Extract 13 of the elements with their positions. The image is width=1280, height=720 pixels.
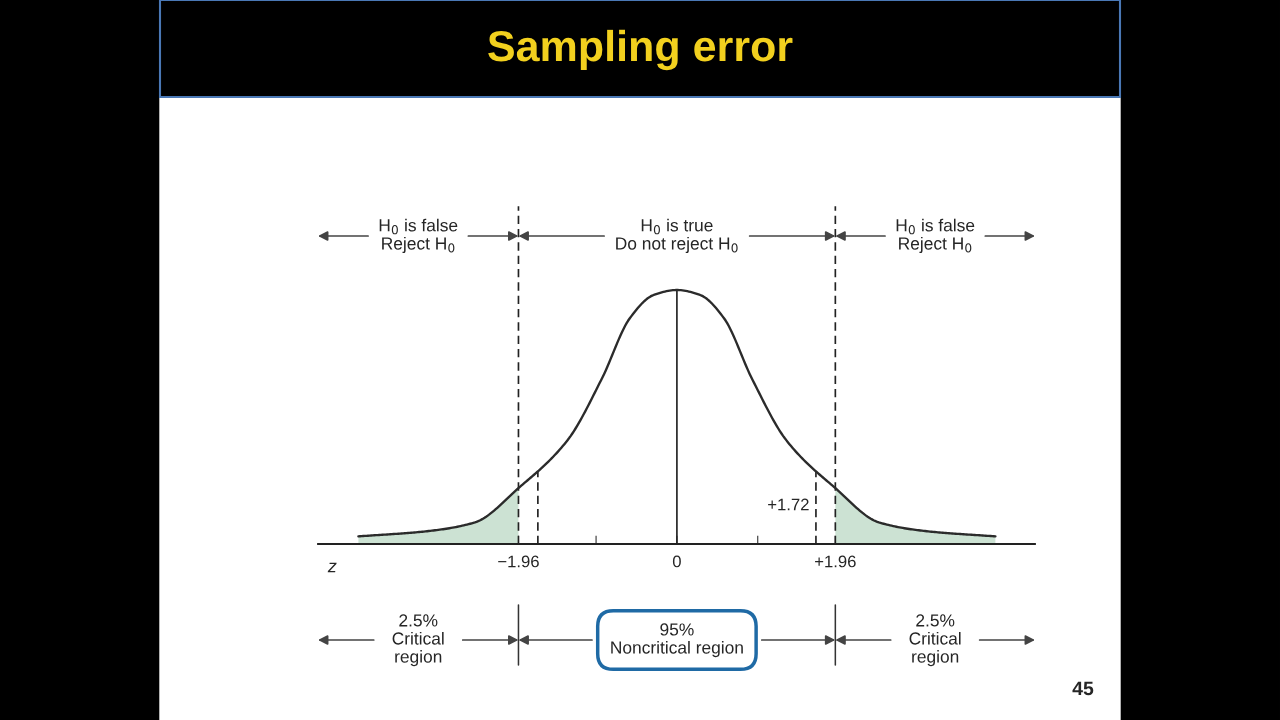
text: 45 xyxy=(1072,681,1094,696)
text: H$_{0}$ is true Do not reject H$_{0}$ xyxy=(616,218,738,254)
chart-title: Sampling error xyxy=(488,29,793,71)
text: H$_{0}$ is false Reject H$_{0}$ xyxy=(379,218,458,254)
x-tick-label: 0 xyxy=(672,555,681,568)
x-tick-label: −1.96 xyxy=(498,555,539,568)
x-tick-label: +1.96 xyxy=(815,555,856,568)
text: 95% Noncritical region xyxy=(611,623,743,658)
text: 2.5% Critical region xyxy=(909,614,961,667)
text: 2.5% Critical region xyxy=(392,614,444,667)
text: H$_{0}$ is false Reject H$_{0}$ xyxy=(896,218,975,254)
x-axis-title: z xyxy=(327,562,337,573)
ref-line-label: +1.72 xyxy=(768,498,809,511)
